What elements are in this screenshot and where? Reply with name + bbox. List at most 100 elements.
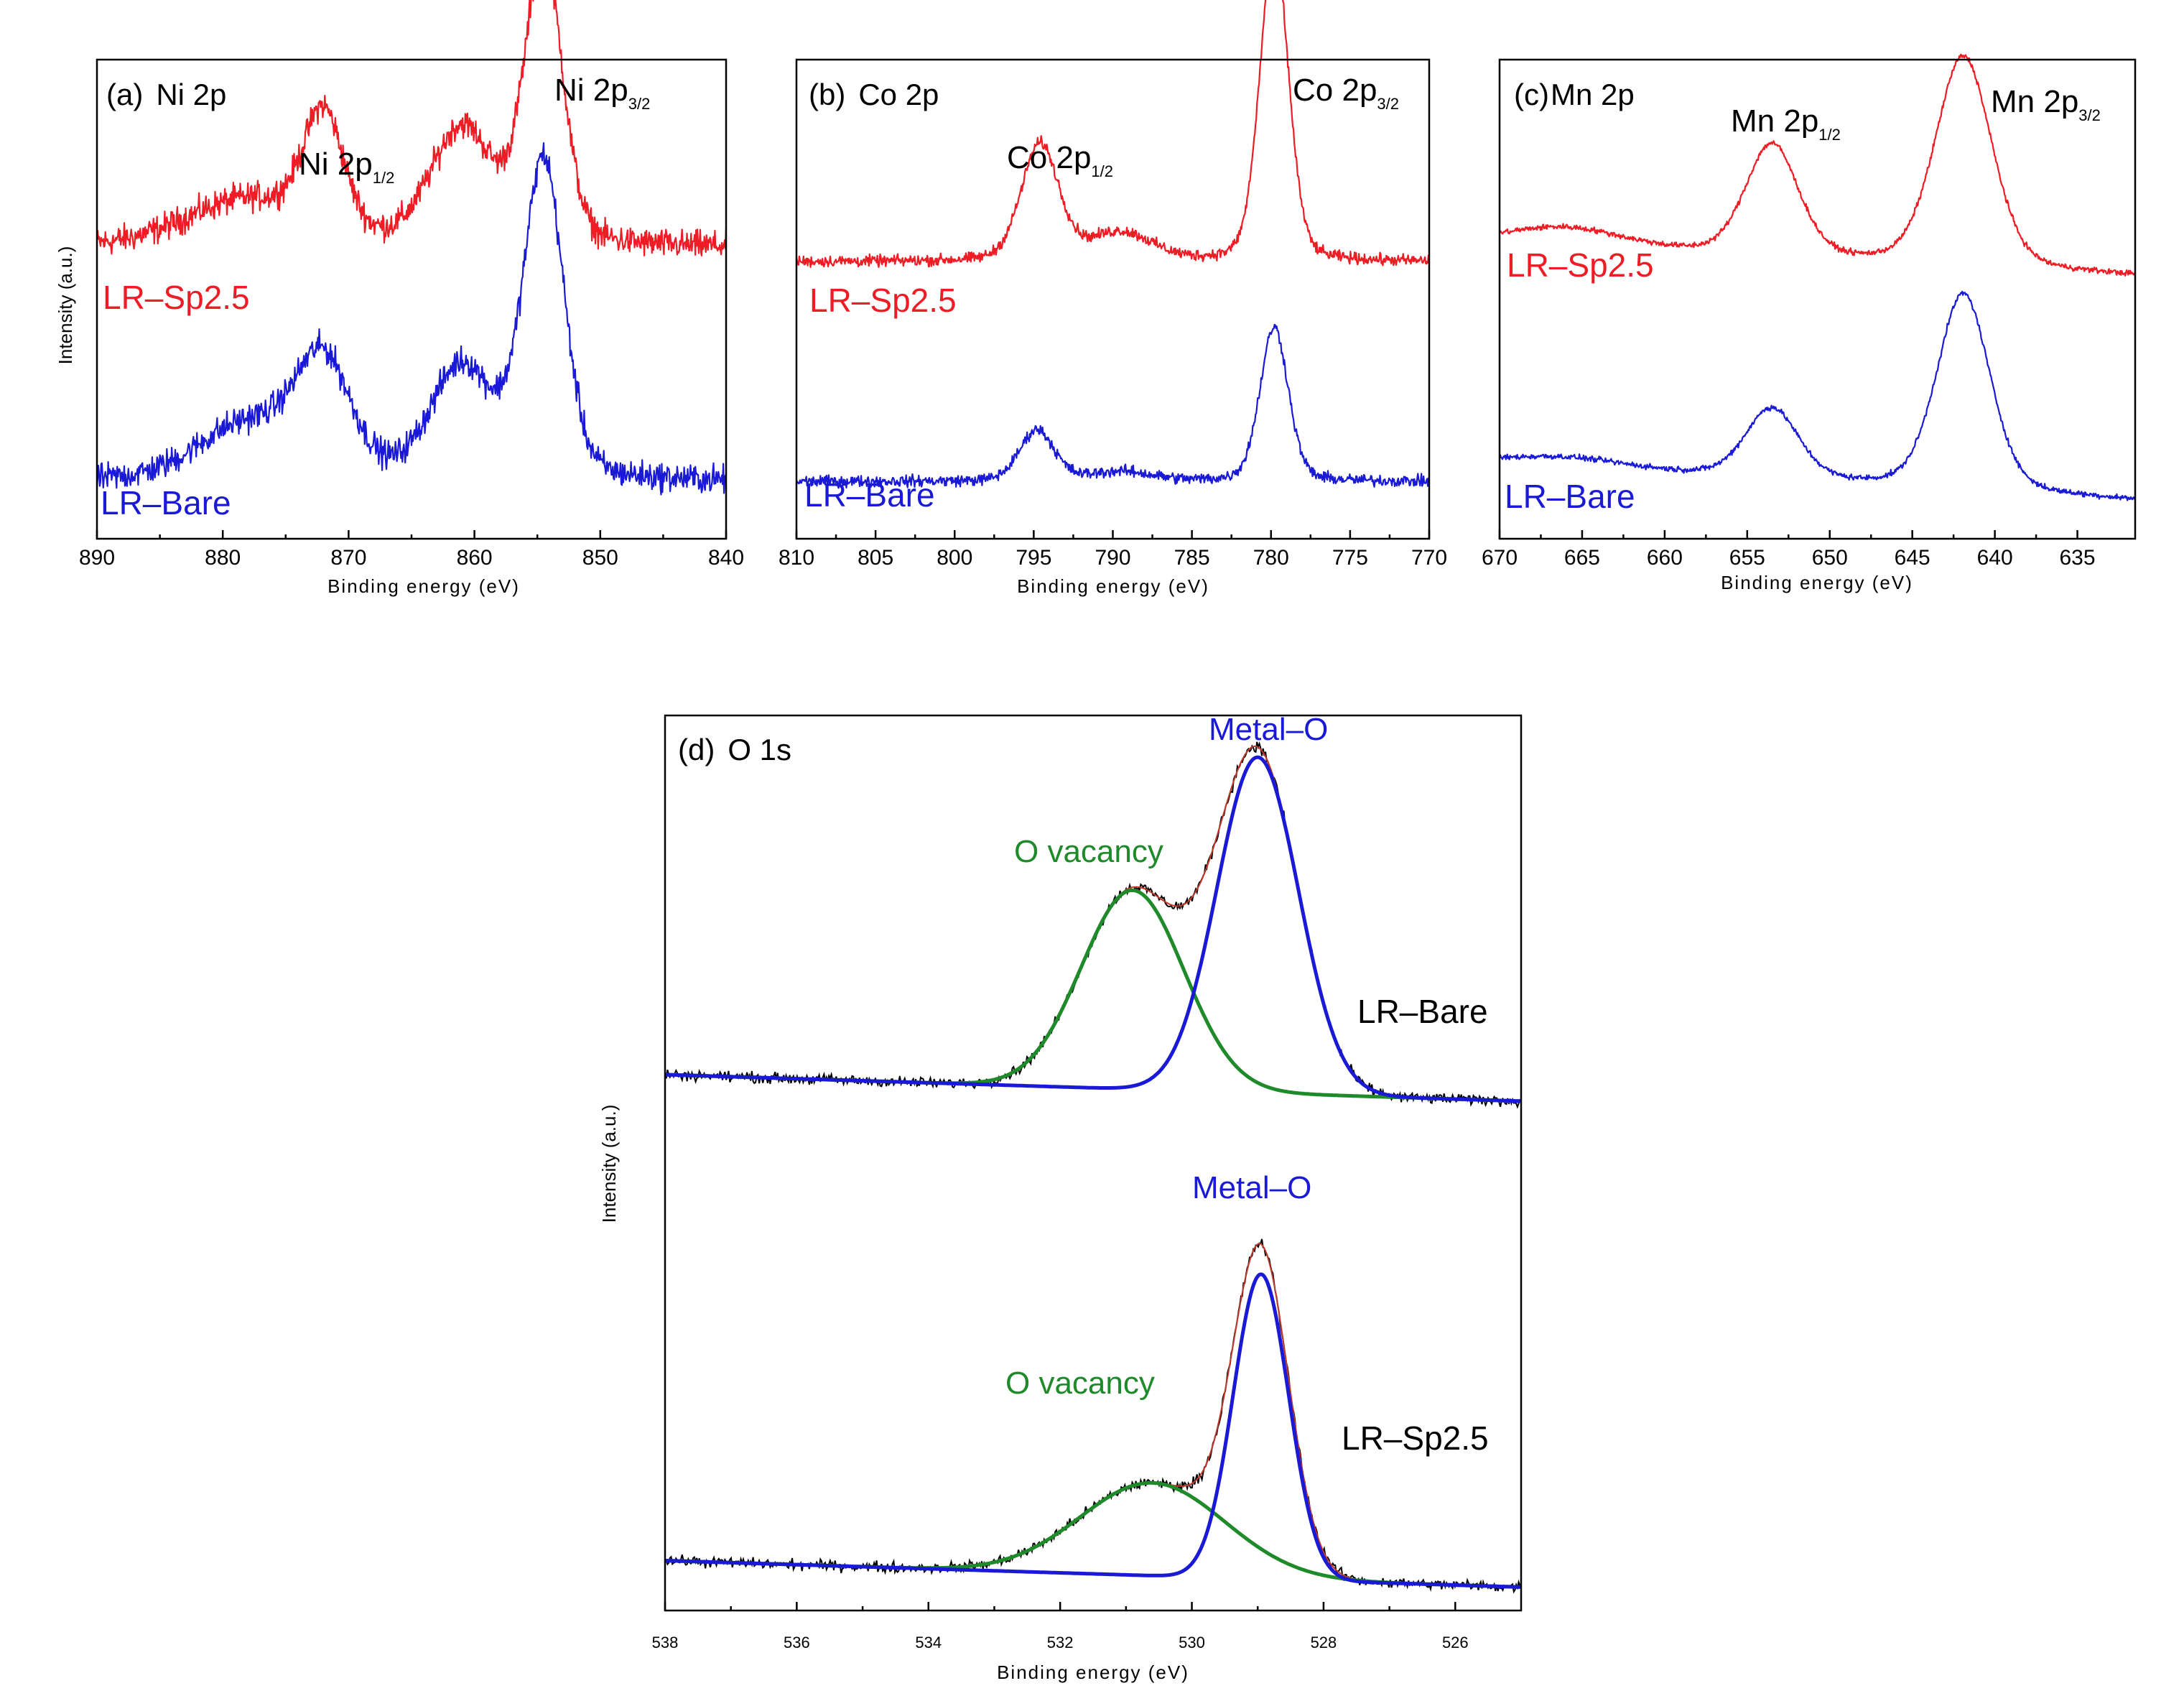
- o-1s-raw-lr-bare: [664, 741, 1522, 1109]
- co-2p32-label-main: Co 2p: [1293, 73, 1377, 108]
- ni-2p32-label-main: Ni 2p: [554, 73, 628, 108]
- co-2p-sample-bare: LR–Bare: [804, 476, 935, 514]
- x-tick-label: 645: [1895, 546, 1930, 570]
- x-tick-label: 860: [457, 546, 493, 570]
- ni-2p12-label-main: Ni 2p: [299, 147, 373, 182]
- x-tick-label: 528: [1311, 1634, 1337, 1651]
- mn-2p-sample-bare: LR–Bare: [1505, 478, 1635, 515]
- co-2p-traces: [795, 0, 1431, 489]
- x-tick-label: 665: [1564, 546, 1600, 570]
- ni-2p-y-axis-label: Intensity (a.u.): [55, 246, 76, 365]
- ni-2p-x-ticks: 890 880 870 860 850 840: [79, 530, 744, 570]
- x-tick-label: 880: [205, 546, 241, 570]
- co-2p-x-ticks: 810 805 800 795 790 785 780 775 770: [779, 530, 1447, 570]
- x-tick-label: 530: [1179, 1634, 1205, 1651]
- panel-c-title: (c)Mn 2p: [1514, 78, 1635, 111]
- mn-2p-x-ticks: 670 665 660 655 650 645 640 635: [1482, 530, 2096, 570]
- x-tick-label: 770: [1411, 546, 1447, 570]
- mn-2p32-label-main: Mn 2p: [1991, 84, 2078, 119]
- x-tick-label: 670: [1482, 546, 1518, 570]
- x-tick-label: 870: [330, 546, 366, 570]
- o-1s-sample-sp25: LR–Sp2.5: [1342, 1419, 1489, 1457]
- x-tick-label: 850: [582, 546, 618, 570]
- mn-2p-x-axis-label: Binding energy (eV): [1721, 572, 1913, 593]
- ni-2p32-label-sub: 3/2: [628, 95, 651, 113]
- x-tick-label: 805: [858, 546, 893, 570]
- o-1s-sp25-metal-o-label: Metal–O: [1192, 1170, 1311, 1205]
- ni-2p-traces: [96, 0, 728, 496]
- x-tick-label: 534: [915, 1634, 942, 1651]
- panel-a-element: Ni 2p: [156, 78, 226, 111]
- ni-2p-sample-bare: LR–Bare: [101, 484, 231, 522]
- panel-b-co-2p: 810 805 800 795 790 785 780 775 770 (b) Co 2p Co …: [779, 0, 1447, 597]
- mn-2p-traces: [1498, 53, 2136, 501]
- ni-2p12-label-sub: 1/2: [373, 169, 395, 187]
- panel-b-element: Co 2p: [858, 78, 939, 111]
- co-2p12-label-sub: 1/2: [1091, 162, 1113, 180]
- panel-d-frame: [664, 714, 1523, 1612]
- x-tick-label: 790: [1095, 546, 1130, 570]
- mn-2p12-label: Mn 2p1/2: [1731, 103, 1841, 144]
- co-2p12-label: Co 2p1/2: [1007, 140, 1113, 180]
- co-2p32-label-sub: 3/2: [1377, 95, 1399, 113]
- x-tick-label: 538: [652, 1634, 679, 1651]
- ni-2p-sample-sp25: LR–Sp2.5: [103, 279, 250, 316]
- o-1s-x-ticks: 538 536 534 532 530 528 526: [652, 1602, 1469, 1651]
- x-tick-label: 635: [2060, 546, 2096, 570]
- o-1s-sp25-o-vacancy-label: O vacancy: [1005, 1366, 1155, 1401]
- x-tick-label: 640: [1977, 546, 2013, 570]
- co-2p12-label-main: Co 2p: [1007, 140, 1091, 175]
- x-tick-label: 810: [779, 546, 814, 570]
- panel-d-o-1s: 538 536 534 532 530 528 526 (d) O 1s Metal–O O …: [598, 712, 1523, 1683]
- x-tick-label: 536: [784, 1634, 810, 1651]
- panel-b-tag: (b): [809, 78, 845, 111]
- mn-2p12-label-sub: 1/2: [1818, 126, 1841, 144]
- o-1s-bare-metal-o-label: Metal–O: [1209, 712, 1328, 747]
- x-tick-label: 840: [708, 546, 744, 570]
- spectrum-line-lr-bare: [1498, 290, 2136, 501]
- spectrum-line-lr-sp25: [795, 0, 1431, 268]
- o-1s-x-axis-label: Binding energy (eV): [997, 1662, 1189, 1683]
- panel-d-tag: (d): [678, 733, 715, 766]
- ni-2p12-label: Ni 2p1/2: [299, 147, 394, 187]
- o-1s-bare-o-vacancy-label: O vacancy: [1014, 834, 1163, 869]
- spectrum-line-lr-bare: [796, 323, 1430, 489]
- mn-2p32-label-sub: 3/2: [2078, 106, 2101, 124]
- panel-a-title: (a) Ni 2p: [106, 78, 226, 111]
- o-1s-component-green-lr-sp25: [664, 1480, 1522, 1589]
- x-tick-label: 775: [1332, 546, 1368, 570]
- x-tick-label: 785: [1174, 546, 1210, 570]
- panel-c-mn-2p: 670 665 660 655 650 645 640 635 (c)Mn 2p Mn 2p1…: [1482, 53, 2137, 593]
- x-tick-label: 800: [937, 546, 972, 570]
- x-tick-label: 532: [1047, 1634, 1074, 1651]
- co-2p-sample-sp25: LR–Sp2.5: [809, 282, 957, 319]
- spectrum-line-lr-sp25: [96, 0, 728, 256]
- x-tick-label: 780: [1253, 546, 1289, 570]
- co-2p-x-axis-label: Binding energy (eV): [1017, 575, 1209, 597]
- co-2p32-label: Co 2p3/2: [1293, 73, 1399, 113]
- o-1s-y-axis-label: Intensity (a.u.): [598, 1105, 620, 1223]
- x-tick-label: 795: [1016, 546, 1051, 570]
- spectrum-line-lr-bare: [96, 142, 728, 496]
- o-1s-sample-bare: LR–Bare: [1357, 993, 1488, 1030]
- mn-2p-sample-sp25: LR–Sp2.5: [1507, 246, 1654, 284]
- mn-2p32-label: Mn 2p3/2: [1991, 84, 2101, 124]
- panel-c-tag: (c): [1514, 78, 1549, 111]
- panel-b-title: (b) Co 2p: [809, 78, 939, 111]
- o-1s-component-blue-lr-bare: [664, 755, 1522, 1103]
- o-1s-envelope-lr-bare: [664, 745, 1522, 1102]
- panel-d-element: O 1s: [728, 733, 791, 766]
- panel-c-frame: [1498, 58, 2137, 540]
- mn-2p12-label-main: Mn 2p: [1731, 103, 1818, 139]
- x-tick-label: 526: [1442, 1634, 1469, 1651]
- o-1s-component-blue-lr-sp25: [664, 1272, 1522, 1589]
- x-tick-label: 890: [79, 546, 115, 570]
- ni-2p32-label: Ni 2p3/2: [554, 73, 650, 113]
- o-1s-envelope-lr-sp25: [664, 1243, 1522, 1588]
- panel-d-title: (d) O 1s: [678, 733, 791, 766]
- o-1s-traces: [664, 741, 1522, 1594]
- ni-2p-x-axis-label: Binding energy (eV): [327, 575, 520, 597]
- o-1s-raw-lr-sp25: [664, 1238, 1522, 1594]
- x-tick-label: 660: [1647, 546, 1683, 570]
